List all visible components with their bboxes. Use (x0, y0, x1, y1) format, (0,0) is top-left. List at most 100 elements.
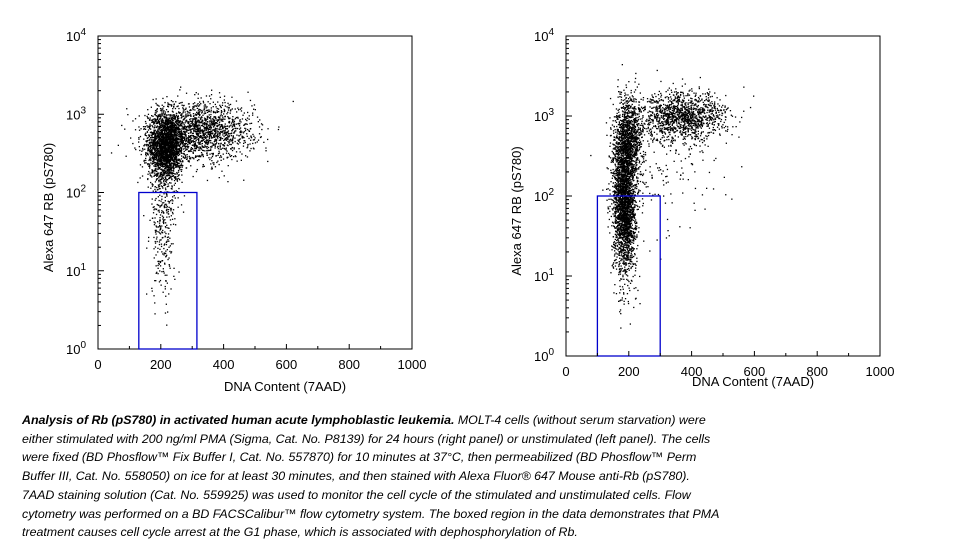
data-point (167, 211, 169, 213)
data-point (243, 112, 245, 114)
data-point (195, 123, 197, 125)
data-point (162, 111, 165, 113)
data-point (190, 148, 192, 150)
data-point (179, 147, 181, 149)
data-point (179, 132, 181, 134)
data-point (164, 123, 166, 125)
data-point (631, 236, 633, 238)
data-point (192, 152, 194, 154)
data-point (173, 149, 175, 151)
data-point (234, 108, 236, 110)
data-point (205, 141, 208, 144)
data-point (162, 268, 164, 270)
data-point (234, 130, 236, 132)
data-point (226, 128, 228, 130)
data-point (186, 129, 188, 132)
data-point (161, 113, 163, 115)
data-point (176, 116, 179, 119)
data-point (166, 236, 169, 239)
data-point (169, 151, 171, 153)
data-point (189, 158, 191, 160)
data-point (218, 129, 220, 131)
data-point (219, 134, 221, 136)
data-point (171, 133, 173, 135)
data-point (636, 177, 638, 179)
data-point (172, 145, 174, 147)
data-point (148, 119, 151, 121)
data-point (211, 146, 213, 148)
data-point (172, 172, 174, 175)
data-point (625, 262, 627, 264)
data-point (243, 137, 245, 139)
data-point (221, 170, 223, 172)
data-point (194, 143, 196, 145)
data-point (187, 141, 189, 143)
data-point (148, 125, 150, 127)
data-point (179, 150, 181, 152)
data-point (199, 109, 201, 111)
data-point (157, 173, 159, 175)
data-point (246, 119, 248, 122)
data-point (161, 143, 163, 146)
data-point (618, 155, 620, 157)
data-point (220, 111, 223, 113)
data-point (138, 115, 140, 117)
data-point (221, 124, 223, 126)
data-point (210, 124, 212, 126)
data-point (233, 122, 235, 124)
data-point (176, 151, 178, 153)
data-point (206, 154, 209, 156)
data-point (173, 125, 176, 127)
data-point (203, 122, 205, 124)
data-point (613, 262, 615, 264)
data-point (171, 186, 173, 188)
data-point (178, 149, 180, 151)
data-point (165, 152, 168, 154)
data-point (232, 128, 234, 130)
data-point (625, 204, 627, 207)
data-point (192, 103, 194, 105)
data-point (168, 136, 170, 138)
data-point (231, 96, 233, 98)
data-point (134, 118, 137, 120)
data-point (254, 137, 256, 139)
data-point (164, 187, 167, 189)
data-point (240, 134, 242, 136)
data-point (174, 278, 176, 280)
data-point (164, 179, 166, 181)
data-point (180, 102, 182, 104)
data-point (144, 148, 146, 150)
data-point (182, 156, 184, 159)
data-point (619, 147, 621, 149)
data-point (178, 135, 180, 137)
data-point (204, 141, 206, 143)
data-point (194, 127, 196, 129)
data-point (150, 181, 152, 184)
data-point (222, 127, 224, 130)
data-point (152, 190, 154, 192)
data-point (154, 147, 156, 150)
data-point (216, 122, 218, 124)
data-point (195, 124, 197, 126)
data-point (209, 131, 212, 134)
data-point (206, 139, 209, 141)
data-point (158, 222, 161, 224)
data-point (149, 137, 152, 139)
data-point (181, 174, 183, 176)
data-point (224, 109, 226, 112)
data-point (152, 146, 154, 148)
data-point (190, 135, 192, 137)
data-point (157, 161, 159, 163)
data-point (222, 120, 224, 122)
data-point (172, 155, 174, 157)
data-point (163, 158, 165, 161)
data-point (633, 190, 635, 193)
data-point (199, 126, 201, 128)
data-point (165, 122, 167, 124)
data-point (209, 135, 211, 137)
data-point (148, 165, 150, 167)
data-point (174, 144, 176, 146)
data-point (234, 155, 236, 157)
data-point (207, 142, 209, 144)
data-point (177, 151, 179, 153)
